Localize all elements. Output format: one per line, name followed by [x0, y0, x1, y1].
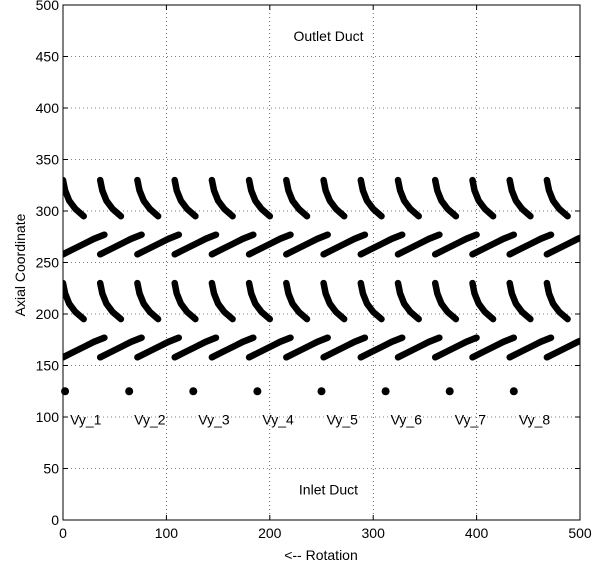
probe-label: Vy_1 [70, 411, 102, 427]
stator-blade [506, 176, 534, 220]
stator-blade [245, 279, 274, 323]
annotation-label: Inlet Duct [299, 481, 358, 497]
rotor-blade [357, 231, 406, 258]
stator-blade [208, 176, 236, 220]
stator-blade [320, 176, 348, 220]
stator-blade [134, 176, 162, 220]
y-tick-label: 250 [36, 255, 60, 271]
annotations: Outlet Duct Inlet Duct [293, 28, 363, 497]
x-tick-label: 300 [362, 525, 386, 541]
probe-point [445, 387, 454, 396]
rotor-blade [96, 334, 145, 361]
y-tick-label: 0 [51, 512, 59, 528]
rotor-blade [506, 231, 555, 258]
stator-blade [171, 176, 199, 220]
probe-point [509, 387, 518, 396]
stator-blade [320, 279, 348, 323]
rotor-blade [245, 334, 294, 361]
rotor-blade [394, 231, 443, 258]
y-tick-label: 300 [36, 203, 60, 219]
x-tick-label: 100 [155, 525, 179, 541]
rotor-blade [208, 334, 257, 361]
rotor-blade [171, 231, 220, 258]
probe-point [189, 387, 198, 396]
rotor-blade [283, 334, 331, 361]
stator-blade [208, 279, 236, 323]
rotor-blade [96, 231, 145, 258]
y-tick-label: 500 [36, 0, 60, 13]
stator-blade [283, 176, 311, 220]
y-tick-label: 200 [36, 306, 60, 322]
y-tick-label: 100 [36, 409, 60, 425]
stator-blade [283, 279, 311, 323]
stator-blade [357, 279, 385, 323]
rotor-blade [469, 334, 518, 361]
stator-blade [171, 279, 199, 323]
probe-label: Vy_4 [262, 411, 294, 427]
annotation-label: Outlet Duct [293, 28, 363, 44]
rotor-blade [543, 337, 580, 361]
rotor-blade [431, 231, 480, 258]
probe-point [253, 387, 262, 396]
blade-rows [63, 176, 580, 361]
rotor-blade [134, 334, 183, 361]
stator-blade [394, 176, 422, 220]
x-tick-label: 500 [568, 525, 592, 541]
stator-blade [543, 279, 571, 323]
stator-blade [431, 176, 460, 220]
rotor-blade [320, 334, 369, 361]
stator-blade [134, 279, 162, 323]
probe-label: Vy_7 [455, 411, 487, 427]
rotor-blade [171, 334, 220, 361]
y-tick-label: 50 [43, 461, 59, 477]
stator-blade [431, 279, 460, 323]
x-tick-label: 0 [59, 525, 67, 541]
y-tick-label: 150 [36, 358, 60, 374]
rotor-blade [63, 231, 108, 258]
probe-point [317, 387, 326, 396]
stator-blade [96, 279, 125, 323]
stator-blade [63, 176, 87, 220]
rotor-blade [208, 231, 257, 258]
rotor-blade [431, 334, 480, 361]
stator-blade [96, 176, 125, 220]
probe-label: Vy_5 [327, 411, 359, 427]
rotor-blade [283, 231, 331, 258]
rotor-blade [394, 334, 443, 361]
x-tick-label: 200 [258, 525, 282, 541]
stator-blade [245, 176, 274, 220]
stator-blade [506, 279, 534, 323]
probe-markers: Vy_1 Vy_2 Vy_3 Vy_4 Vy_5 Vy_6 Vy_7 Vy_8 [61, 387, 550, 427]
probe-label: Vy_2 [134, 411, 166, 427]
y-tick-label: 400 [36, 100, 60, 116]
rotor-blade [245, 231, 294, 258]
probe-label: Vy_6 [391, 411, 423, 427]
stator-blade [357, 176, 385, 220]
probe-label: Vy_3 [198, 411, 230, 427]
rotor-blade [63, 334, 108, 361]
x-axis-label: <-- Rotation [284, 547, 358, 563]
stator-blade [469, 279, 497, 323]
rotor-blade [134, 231, 183, 258]
probe-point [61, 387, 70, 396]
stator-blade [469, 176, 497, 220]
stator-blade [394, 279, 422, 323]
rotor-blade [320, 231, 369, 258]
rotor-blade [543, 234, 580, 258]
rotor-blade [469, 231, 518, 258]
y-tick-label: 350 [36, 152, 60, 168]
probe-point [381, 387, 390, 396]
probe-label: Vy_8 [519, 411, 551, 427]
stator-blade [543, 176, 571, 220]
probe-point [125, 387, 134, 396]
y-axis-label: Axial Coordinate [12, 213, 28, 316]
y-tick-label: 450 [36, 49, 60, 65]
rotor-blade [506, 334, 555, 361]
stator-blade [63, 279, 87, 323]
axes: 0 100 200 300 400 500 0 50 100 150 200 250 300 350 400… [36, 0, 592, 541]
rotor-blade [357, 334, 406, 361]
x-tick-label: 400 [465, 525, 489, 541]
